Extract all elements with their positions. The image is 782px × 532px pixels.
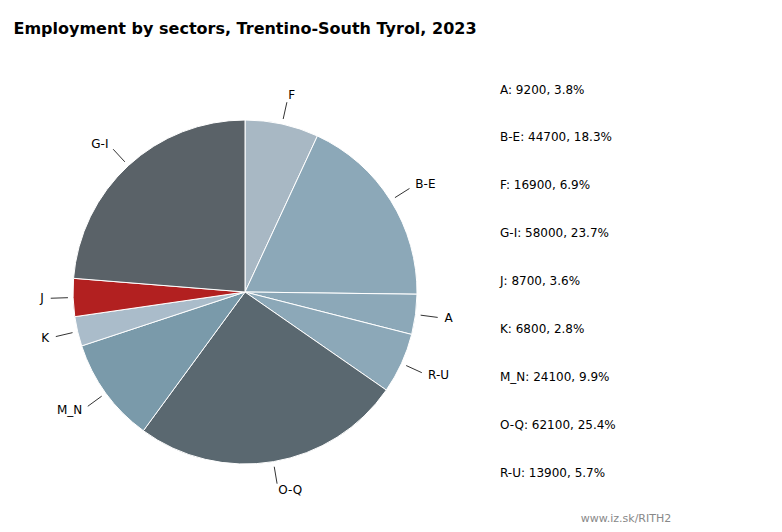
slice-label: R-U [428, 368, 449, 382]
annotation-entry: M_N: 24100, 9.9% [500, 370, 609, 384]
slice-labels: F B-E A R-U O-Q M_N K J G-I [39, 88, 453, 497]
annotation-entry: O-Q: 62100, 25.4% [500, 418, 616, 432]
annotation-entry: G-I: 58000, 23.7% [500, 226, 609, 240]
annotation-entry: A: 9200, 3.8% [500, 83, 585, 97]
leader-line [421, 315, 438, 317]
slice-label: B-E [415, 177, 435, 191]
leader-line [113, 149, 125, 162]
leader-line [88, 396, 102, 406]
slice-label: O-Q [278, 483, 302, 497]
chart-svg: Employment by sectors, Trentino-South Ty… [0, 0, 782, 532]
watermark: www.iz.sk/RITH2 [581, 512, 672, 525]
annotation-entry: F: 16900, 6.9% [500, 178, 590, 192]
annotation-entry: J: 8700, 3.6% [499, 274, 580, 288]
leader-line [395, 188, 410, 197]
leader-line [56, 333, 73, 337]
annotations: A: 9200, 3.8% B-E: 44700, 18.3% F: 16900, … [499, 83, 671, 526]
annotation-entry: K: 6800, 2.8% [500, 322, 584, 336]
slice-label: A [445, 311, 454, 325]
pie-slice [74, 120, 245, 292]
pie-slice [245, 136, 417, 294]
leader-line [283, 102, 287, 119]
slice-label: F [288, 88, 295, 102]
chart-title: Employment by sectors, Trentino-South Ty… [13, 19, 476, 38]
slice-label: G-I [91, 137, 108, 151]
leader-line [274, 467, 277, 484]
annotation-entry: B-E: 44700, 18.3% [500, 130, 612, 144]
pie [73, 120, 417, 464]
leader-line [51, 297, 68, 299]
annotation-entry: R-U: 13900, 5.7% [500, 466, 605, 480]
slice-label: K [41, 331, 50, 345]
leader-line [406, 366, 422, 373]
slice-label: M_N [57, 403, 82, 417]
slice-label: J [39, 291, 44, 305]
